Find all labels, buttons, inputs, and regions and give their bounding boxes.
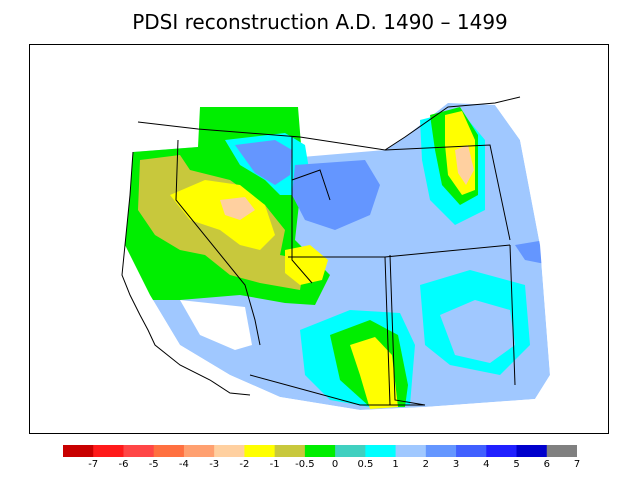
legend-tick-label: -0.5 — [295, 459, 315, 470]
legend-tick-label: 5 — [513, 459, 520, 470]
legend-tick-label: 1 — [392, 459, 399, 470]
legend-swatch — [456, 445, 487, 457]
legend-swatch — [123, 445, 155, 457]
id-border — [291, 137, 331, 201]
ocean-mask — [30, 245, 608, 433]
coastline — [121, 151, 251, 396]
legend-tick-label: -4 — [178, 459, 189, 470]
legend-tick-label: 6 — [543, 459, 550, 470]
legend-swatch — [304, 445, 336, 457]
wy-border — [384, 144, 511, 241]
legend-swatch — [153, 445, 185, 457]
legend-swatch — [335, 445, 366, 457]
pdsi-field-salmon-ne — [455, 145, 474, 185]
pdsi-field-yellow-nw — [170, 180, 275, 250]
mexico-border — [249, 374, 425, 406]
legend-swatch — [183, 445, 215, 457]
legend-tick-label: -2 — [239, 459, 250, 470]
legend-swatch — [214, 445, 245, 457]
ca-nv-border — [175, 139, 261, 346]
boundary-lines — [121, 96, 521, 406]
legend-swatch — [63, 445, 94, 457]
legend-swatch — [425, 445, 457, 457]
legend-tick-label: 7 — [573, 459, 581, 470]
legend-tick-label: 2 — [422, 459, 429, 470]
legend-swatch — [546, 445, 577, 457]
nevada-gap-mask — [180, 300, 252, 350]
nm-east-border — [509, 244, 516, 386]
legend-tick-label: 3 — [452, 459, 460, 470]
legend-swatch — [93, 445, 124, 457]
legend-tick-label: -5 — [148, 459, 159, 470]
chart-title: PDSI reconstruction A.D. 1490 – 1499 — [132, 10, 508, 34]
pdsi-field-blue-center — [292, 160, 380, 230]
legend-tick-label: -1 — [269, 459, 280, 470]
legend-colorbar — [63, 445, 577, 457]
map-frame — [29, 44, 609, 434]
legend-tick-label: 4 — [483, 459, 490, 470]
legend-swatch — [244, 445, 276, 457]
legend-tick-label: -7 — [88, 459, 99, 470]
az-nm-border — [389, 254, 426, 406]
pdsi-field-salmon — [220, 197, 255, 220]
northern-border — [137, 96, 521, 151]
legend-tick-label: -3 — [209, 459, 220, 470]
pdsi-field-yellow-south — [350, 337, 398, 409]
pdsi-field-blue-nw — [235, 140, 292, 185]
pdsi-map — [30, 95, 608, 433]
legend-swatch — [516, 445, 548, 457]
legend-tick-label: 0 — [331, 459, 339, 470]
legend-swatch — [365, 445, 397, 457]
legend-tick-label: -6 — [118, 459, 129, 470]
pdsi-field-yellow-mid — [285, 245, 328, 285]
legend-labels: -7 -6 -5 -4 -3 -2 -1 -0.5 0 0.5 1 2 3 4 5 6 7 — [0, 459, 640, 473]
legend-swatch — [395, 445, 427, 457]
pdsi-field-base-east — [440, 300, 515, 363]
northeast-mask — [495, 95, 608, 375]
co-nm-border — [384, 244, 511, 258]
legend-tick-label: 0.5 — [357, 459, 374, 470]
legend-swatch — [274, 445, 306, 457]
legend-swatch — [486, 445, 518, 457]
